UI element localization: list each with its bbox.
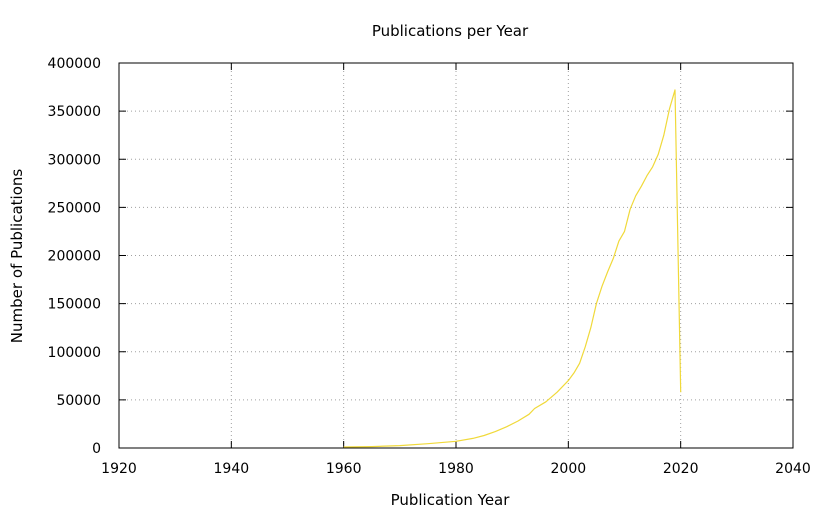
x-axis-label: Publication Year <box>391 491 511 509</box>
y-tick-label: 250000 <box>48 200 101 216</box>
y-axis-label: Number of Publications <box>8 169 26 344</box>
y-tick-label: 100000 <box>48 345 101 361</box>
y-tick-label: 0 <box>92 441 101 457</box>
x-tick-label: 2020 <box>663 461 699 477</box>
y-tick-label: 200000 <box>48 249 101 265</box>
x-tick-label: 2000 <box>551 461 587 477</box>
axis-ticks: 1920 1940 1960 1980 2000 2020 2040 0 50000 100000… <box>48 56 811 477</box>
y-tick-label: 350000 <box>48 104 101 120</box>
x-tick-label: 2040 <box>775 461 811 477</box>
y-tick-label: 150000 <box>48 297 101 313</box>
y-tick-label: 50000 <box>56 393 101 409</box>
x-tick-label: 1920 <box>101 461 137 477</box>
x-tick-label: 1980 <box>438 461 474 477</box>
chart-title: Publications per Year <box>372 22 529 40</box>
grid <box>119 63 793 448</box>
x-tick-label: 1940 <box>214 461 250 477</box>
y-tick-label: 400000 <box>48 56 101 72</box>
x-tick-label: 1960 <box>326 461 362 477</box>
plot-frame <box>118 62 794 449</box>
series-line <box>343 89 682 448</box>
y-tick-label: 300000 <box>48 152 101 168</box>
series-layer <box>343 89 682 448</box>
